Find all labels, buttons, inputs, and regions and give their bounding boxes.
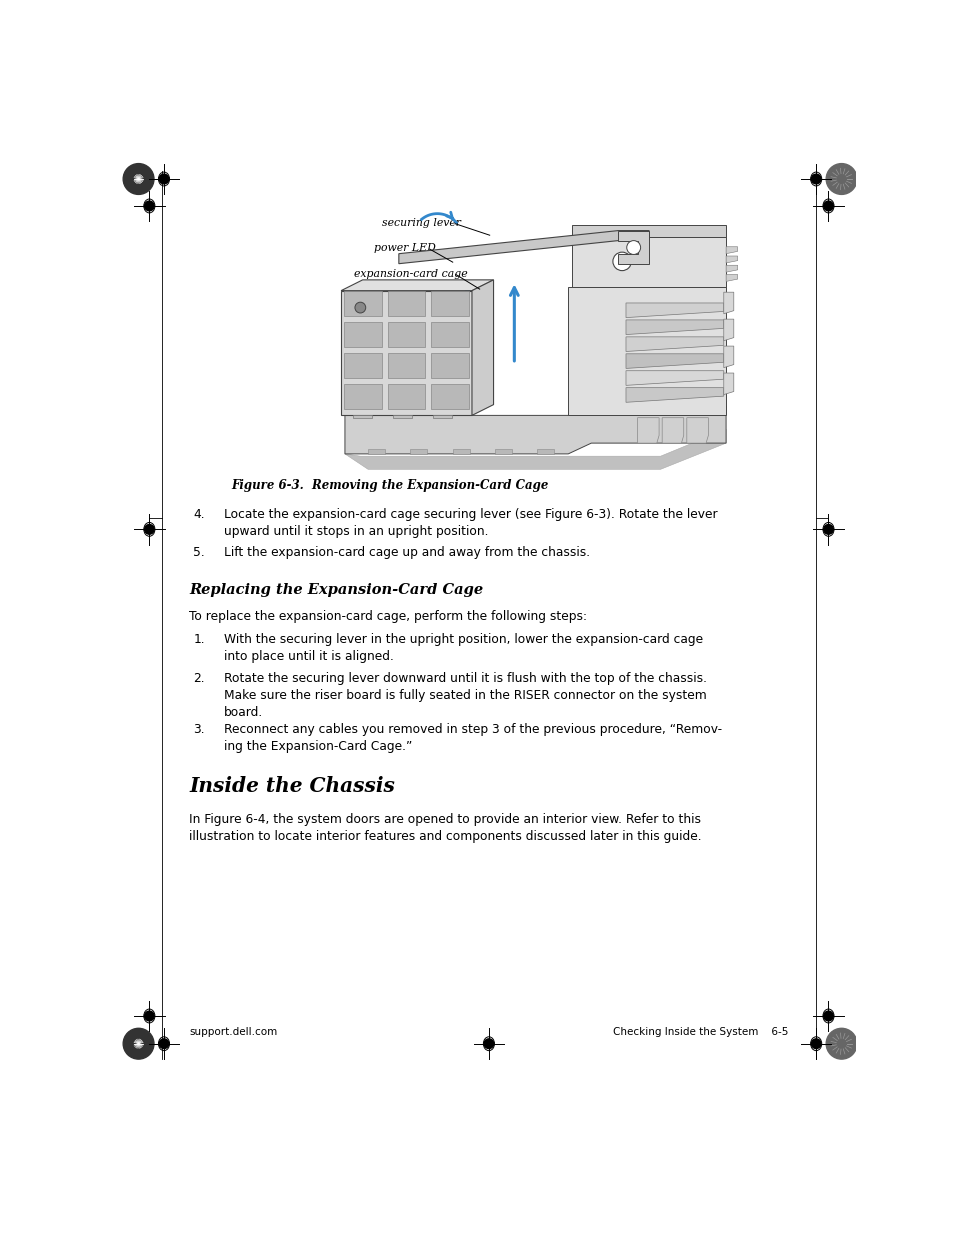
FancyBboxPatch shape — [431, 353, 469, 378]
Polygon shape — [723, 346, 733, 368]
Polygon shape — [723, 373, 733, 395]
Text: Rotate the securing lever downward until it is flush with the top of the chassis: Rotate the securing lever downward until… — [224, 672, 706, 719]
Polygon shape — [572, 225, 725, 237]
Polygon shape — [625, 320, 723, 335]
Polygon shape — [537, 448, 554, 454]
Text: Reconnect any cables you removed in step 3 of the previous procedure, “Remov-
in: Reconnect any cables you removed in step… — [224, 724, 721, 753]
Circle shape — [810, 174, 821, 184]
Polygon shape — [625, 353, 723, 368]
Text: With the securing lever in the upright position, lower the expansion-card cage
i: With the securing lever in the upright p… — [224, 634, 702, 663]
Polygon shape — [472, 280, 493, 415]
Circle shape — [612, 252, 631, 270]
Polygon shape — [345, 430, 725, 469]
Circle shape — [825, 163, 856, 194]
Text: Inside the Chassis: Inside the Chassis — [190, 776, 395, 795]
Polygon shape — [393, 415, 412, 419]
Text: power LED: power LED — [374, 243, 436, 253]
Text: Checking Inside the System    6-5: Checking Inside the System 6-5 — [613, 1026, 787, 1036]
Text: 5.: 5. — [193, 546, 205, 559]
Polygon shape — [625, 337, 723, 352]
FancyBboxPatch shape — [344, 384, 381, 409]
Polygon shape — [625, 388, 723, 403]
Circle shape — [810, 1039, 821, 1049]
Circle shape — [159, 1039, 169, 1049]
Circle shape — [123, 163, 153, 194]
Polygon shape — [353, 415, 372, 419]
Text: support.dell.com: support.dell.com — [190, 1026, 277, 1036]
Text: Replacing the Expansion-Card Cage: Replacing the Expansion-Card Cage — [190, 583, 483, 598]
Text: securing lever: securing lever — [381, 217, 460, 228]
FancyBboxPatch shape — [431, 322, 469, 347]
Circle shape — [123, 1029, 153, 1060]
Circle shape — [144, 525, 154, 535]
FancyBboxPatch shape — [344, 322, 381, 347]
Polygon shape — [341, 290, 472, 415]
Polygon shape — [568, 287, 725, 415]
FancyBboxPatch shape — [387, 290, 425, 316]
FancyBboxPatch shape — [431, 290, 469, 316]
Polygon shape — [410, 448, 427, 454]
FancyBboxPatch shape — [387, 384, 425, 409]
Text: 1.: 1. — [193, 634, 205, 646]
Text: Figure 6-3.  Removing the Expansion-Card Cage: Figure 6-3. Removing the Expansion-Card … — [232, 479, 549, 493]
Text: Locate the expansion-card cage securing lever (see Figure 6-3). Rotate the lever: Locate the expansion-card cage securing … — [224, 508, 717, 537]
Circle shape — [822, 201, 833, 211]
FancyBboxPatch shape — [387, 353, 425, 378]
Text: 2.: 2. — [193, 672, 205, 684]
Text: Lift the expansion-card cage up and away from the chassis.: Lift the expansion-card cage up and away… — [224, 546, 590, 559]
Polygon shape — [725, 256, 737, 263]
FancyBboxPatch shape — [344, 290, 381, 316]
Polygon shape — [625, 370, 723, 385]
Polygon shape — [725, 266, 737, 272]
Circle shape — [822, 525, 833, 535]
Circle shape — [355, 303, 365, 312]
Text: In Figure 6-4, the system doors are opened to provide an interior view. Refer to: In Figure 6-4, the system doors are open… — [190, 813, 701, 842]
Text: 3.: 3. — [193, 724, 205, 736]
Polygon shape — [618, 231, 648, 264]
Polygon shape — [495, 448, 512, 454]
FancyBboxPatch shape — [387, 322, 425, 347]
Polygon shape — [625, 303, 723, 317]
Circle shape — [626, 241, 640, 254]
Text: expansion-card cage: expansion-card cage — [354, 269, 467, 279]
Polygon shape — [723, 319, 733, 341]
Circle shape — [483, 1039, 494, 1049]
Circle shape — [144, 201, 154, 211]
FancyBboxPatch shape — [431, 384, 469, 409]
Polygon shape — [572, 237, 725, 287]
FancyBboxPatch shape — [344, 353, 381, 378]
Text: 4.: 4. — [193, 508, 205, 521]
Polygon shape — [686, 417, 708, 443]
Polygon shape — [398, 231, 648, 264]
Polygon shape — [433, 415, 452, 419]
Polygon shape — [637, 417, 659, 443]
Circle shape — [822, 1011, 833, 1021]
Polygon shape — [341, 280, 493, 290]
Circle shape — [159, 174, 169, 184]
Circle shape — [825, 1029, 856, 1060]
Polygon shape — [453, 448, 469, 454]
Text: To replace the expansion-card cage, perform the following steps:: To replace the expansion-card cage, perf… — [190, 610, 587, 624]
Polygon shape — [661, 417, 683, 443]
Polygon shape — [345, 406, 725, 454]
Polygon shape — [725, 247, 737, 253]
Polygon shape — [368, 448, 385, 454]
Circle shape — [144, 1011, 154, 1021]
Polygon shape — [725, 274, 737, 282]
Polygon shape — [723, 293, 733, 314]
